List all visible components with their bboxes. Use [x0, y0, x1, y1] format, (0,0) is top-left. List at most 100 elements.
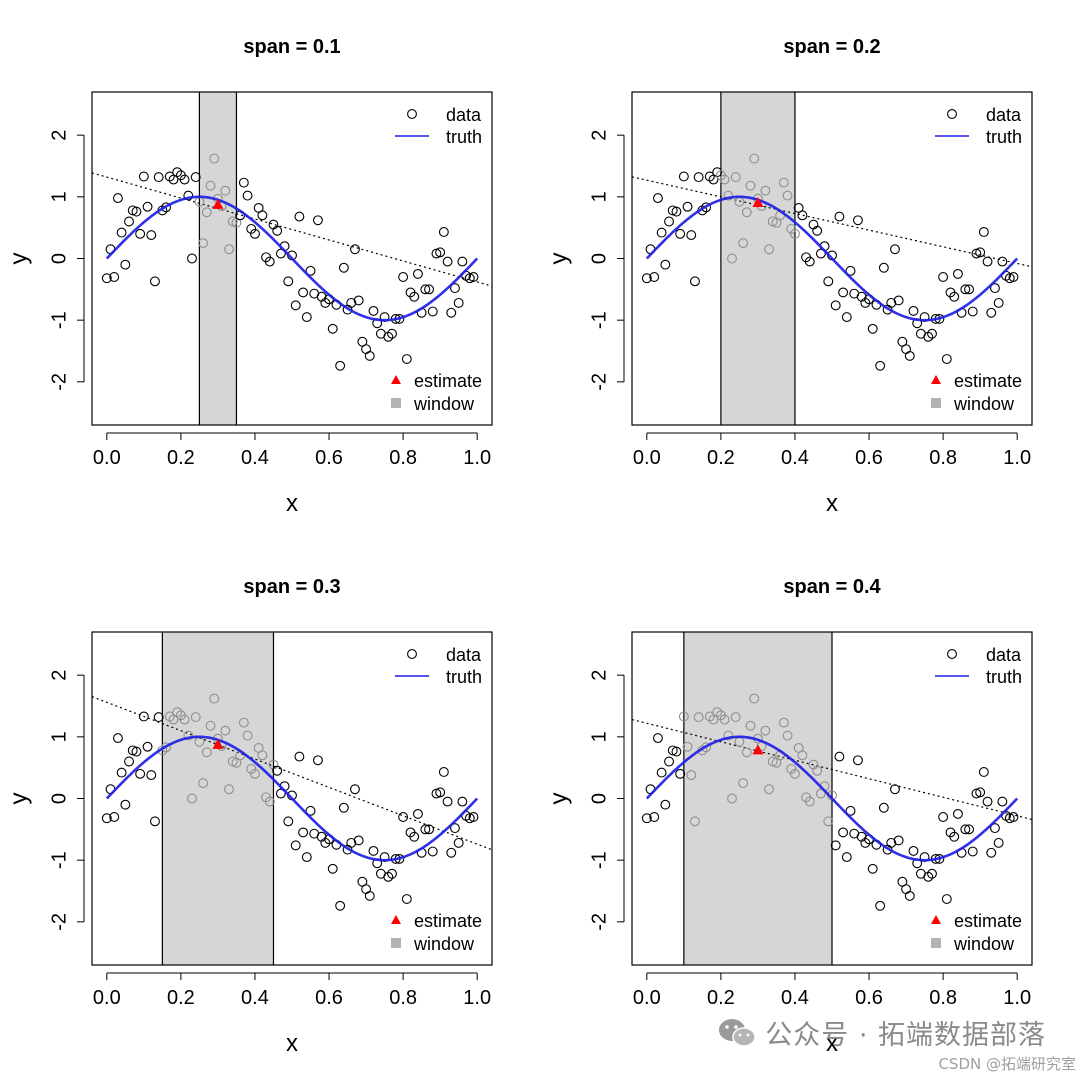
data-point [183, 190, 194, 201]
data-point [797, 750, 808, 761]
data-point [468, 272, 479, 282]
data-point [941, 354, 952, 364]
data-point [675, 228, 686, 239]
data-point [257, 750, 268, 761]
data-point [682, 741, 693, 752]
legend-bottom: estimate window [931, 371, 1022, 414]
data-point [320, 837, 331, 848]
data-point [764, 244, 774, 255]
data-point [290, 300, 301, 311]
data-point [664, 216, 674, 227]
data-point [224, 244, 234, 255]
y-axis-label: y [5, 793, 32, 805]
local-fit-line [632, 718, 1032, 821]
data-point [283, 816, 294, 827]
data-point [927, 868, 937, 879]
y-tick-label: -2 [588, 913, 610, 931]
y-tick-label: 0 [48, 793, 70, 804]
legend-bottom: estimate window [391, 371, 482, 414]
data-point [960, 284, 971, 295]
estimate-marker [752, 197, 764, 207]
data-point [272, 765, 283, 776]
data-point [209, 153, 220, 164]
data-point [845, 265, 856, 276]
y-tick-label: 0 [48, 253, 70, 264]
legend-data-label: data [446, 645, 482, 665]
y-tick-label: 2 [588, 130, 610, 141]
data-point [442, 796, 453, 807]
data-point [704, 171, 715, 182]
y-axis: -2 -1 0 1 2 [588, 670, 625, 931]
data-point [1008, 272, 1019, 282]
data-point [138, 171, 149, 182]
data-point [161, 202, 172, 213]
data-point [153, 172, 164, 183]
x-axis-label: x [286, 490, 298, 517]
data-point [804, 796, 815, 807]
data-point [823, 816, 834, 827]
data-point [109, 272, 120, 282]
data-point [435, 247, 446, 258]
data-point [782, 190, 793, 201]
y-tick-label: -1 [48, 311, 70, 329]
data-point [901, 884, 912, 895]
data-point [852, 755, 863, 766]
data-point [290, 840, 301, 851]
data-point [967, 306, 978, 317]
data-point [424, 284, 434, 295]
data-point [886, 837, 897, 848]
legend-window-symbol [391, 398, 401, 408]
data-point [379, 852, 390, 863]
data-point [982, 796, 993, 807]
legend-window-label: window [953, 394, 1015, 414]
data-point [986, 307, 997, 318]
data-point [649, 812, 660, 822]
panel-span-1: 0.0 0.2 0.4 0.6 0.8 1.0 -2 -1 0 1 2 x y span = 0.1 dat… [5, 36, 493, 517]
data-point [830, 300, 841, 311]
data-point [693, 172, 704, 183]
data-point [641, 273, 652, 284]
data-point [878, 802, 889, 813]
window-band [162, 632, 274, 965]
x-tick-label: 0.6 [855, 447, 883, 469]
legend-data-symbol [407, 649, 417, 659]
legend-estimate-label: estimate [414, 371, 482, 391]
data-point [412, 268, 423, 279]
data-point [190, 712, 201, 723]
data-point [804, 256, 815, 267]
data-point [361, 884, 372, 895]
data-point [453, 297, 464, 308]
x-tick-label: 0.0 [93, 987, 121, 1009]
x-tick-label: 0.8 [389, 447, 417, 469]
legend-estimate-label: estimate [414, 911, 482, 931]
data-point [201, 207, 212, 218]
data-point [978, 767, 989, 777]
data-point [919, 852, 930, 863]
data-point [838, 287, 849, 298]
y-axis: -2 -1 0 1 2 [48, 670, 85, 931]
data-point [224, 784, 234, 795]
data-point [368, 845, 379, 856]
y-tick-label: -1 [48, 851, 70, 869]
legend-data-symbol [947, 649, 957, 659]
data-point [305, 265, 316, 276]
data-point [723, 730, 734, 741]
y-tick-label: 1 [588, 191, 610, 202]
data-point [327, 863, 338, 874]
data-point [678, 171, 689, 182]
legend-window-symbol [931, 938, 941, 948]
y-tick-label: 2 [48, 130, 70, 141]
data-point [908, 845, 919, 856]
data-point [161, 742, 172, 753]
data-point [908, 305, 919, 316]
data-point [120, 799, 131, 810]
data-point [453, 837, 464, 848]
y-axis-label: y [545, 253, 572, 265]
data-point [838, 827, 849, 838]
data-point [412, 808, 423, 819]
y-axis: -2 -1 0 1 2 [48, 130, 85, 391]
data-point [686, 770, 697, 781]
data-point [420, 284, 431, 295]
data-point [652, 193, 663, 204]
